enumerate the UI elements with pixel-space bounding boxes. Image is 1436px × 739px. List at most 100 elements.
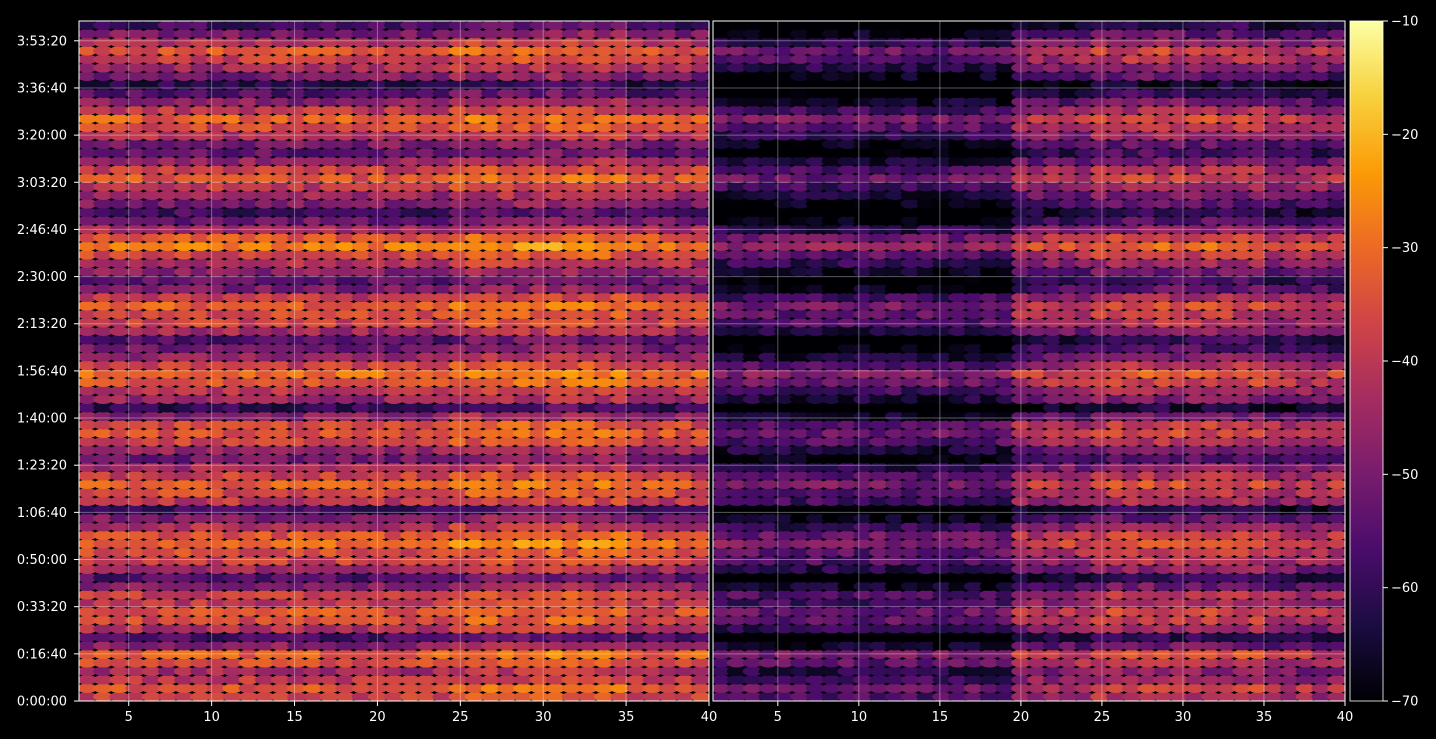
heatmap-cell <box>979 683 1000 693</box>
heatmap-cell <box>658 454 679 464</box>
heatmap-cell <box>821 624 842 634</box>
heatmap-cell <box>995 386 1016 396</box>
heatmap-cell <box>367 598 388 608</box>
heatmap-cell <box>1011 326 1031 336</box>
heatmap-cell <box>319 326 340 336</box>
heatmap-cell <box>416 369 437 379</box>
heatmap-cell <box>93 530 114 540</box>
heatmap-cell <box>190 326 211 336</box>
heatmap-cell <box>190 46 211 56</box>
heatmap-cell <box>351 318 372 328</box>
heatmap-cell <box>726 573 747 583</box>
heatmap-cell <box>674 131 695 141</box>
heatmap-cell <box>561 564 582 574</box>
heatmap-cell <box>837 505 858 515</box>
heatmap-cell <box>109 658 130 668</box>
heatmap-cell <box>979 590 1000 600</box>
heatmap-cell <box>932 590 952 600</box>
heatmap-cell <box>577 173 598 183</box>
heatmap-cell <box>713 590 731 600</box>
heatmap-cell <box>79 88 98 98</box>
heatmap-cell <box>190 471 211 481</box>
heatmap-cell <box>900 386 921 396</box>
heatmap-cell <box>335 513 356 523</box>
heatmap-cell <box>1248 624 1268 634</box>
heatmap-cell <box>884 658 905 668</box>
heatmap-cell <box>93 335 114 345</box>
heatmap-cell <box>319 199 340 209</box>
heatmap-cell <box>626 46 647 56</box>
heatmap-cell <box>1074 369 1095 379</box>
heatmap-cell <box>400 54 421 64</box>
heatmap-cell <box>270 403 291 413</box>
heatmap-cell <box>561 343 582 353</box>
heatmap-cell <box>561 122 582 132</box>
heatmap-cell <box>1121 462 1142 472</box>
heatmap-cell <box>1232 632 1253 642</box>
heatmap-cell <box>141 21 162 30</box>
heatmap-cell <box>1106 632 1126 642</box>
heatmap-cell <box>805 573 826 583</box>
heatmap-cell <box>190 156 211 166</box>
heatmap-cell <box>109 522 130 532</box>
heatmap-cell <box>125 386 146 396</box>
heatmap-cell <box>758 530 779 540</box>
heatmap-cell <box>1090 615 1110 625</box>
heatmap-cell <box>1153 437 1174 447</box>
heatmap-cell <box>690 692 709 701</box>
heatmap-cell <box>1169 462 1189 472</box>
heatmap-cell <box>674 420 695 430</box>
heatmap-cell <box>1090 547 1110 557</box>
heatmap-cell <box>642 343 663 353</box>
heatmap-cell <box>238 437 259 447</box>
heatmap-cell <box>674 301 695 311</box>
heatmap-cell <box>1169 581 1189 591</box>
heatmap-cell <box>513 573 534 583</box>
heatmap-cell <box>916 556 937 566</box>
heatmap-cell <box>93 29 114 39</box>
heatmap-cell <box>480 632 501 642</box>
heatmap-cell <box>790 530 810 540</box>
heatmap-cell <box>254 224 275 234</box>
heatmap-cell <box>626 513 647 523</box>
heatmap-cell <box>319 411 340 421</box>
heatmap-cell <box>400 581 421 591</box>
heatmap-cell <box>577 513 598 523</box>
heatmap-cell <box>1232 428 1253 438</box>
heatmap-cell <box>1121 326 1142 336</box>
heatmap-cell <box>141 216 162 226</box>
heatmap-cell <box>141 292 162 302</box>
heatmap-cell <box>529 547 550 557</box>
heatmap-cell <box>222 411 243 421</box>
heatmap-cell <box>853 394 873 404</box>
heatmap-cell <box>1074 641 1095 651</box>
heatmap-cell <box>545 275 566 285</box>
heatmap-cell <box>190 318 211 328</box>
heatmap-cell <box>125 556 146 566</box>
heatmap-cell <box>109 105 130 116</box>
heatmap-cell <box>125 683 146 693</box>
heatmap-cell <box>1058 377 1079 387</box>
heatmap-cell <box>238 173 259 183</box>
heatmap-cell <box>190 505 211 515</box>
heatmap-cell <box>577 547 598 557</box>
heatmap-cell <box>900 471 921 481</box>
heatmap-cell <box>963 632 984 642</box>
heatmap-cell <box>351 479 372 489</box>
heatmap-cell <box>853 666 873 676</box>
heatmap-cell <box>1106 420 1126 430</box>
heatmap-cell <box>254 148 275 158</box>
heatmap-cell <box>948 437 968 447</box>
heatmap-cell <box>594 377 614 387</box>
heatmap-cell <box>805 428 826 438</box>
heatmap-cell <box>400 21 421 30</box>
heatmap-cell <box>497 88 518 99</box>
heatmap-cell <box>529 445 550 455</box>
heatmap-cell <box>658 547 679 557</box>
heatmap-cell <box>932 403 952 413</box>
heatmap-cell <box>658 258 679 268</box>
heatmap-cell <box>513 522 534 532</box>
heatmap-cell <box>190 377 211 387</box>
heatmap-cell <box>790 386 810 396</box>
heatmap-cell <box>594 369 614 379</box>
